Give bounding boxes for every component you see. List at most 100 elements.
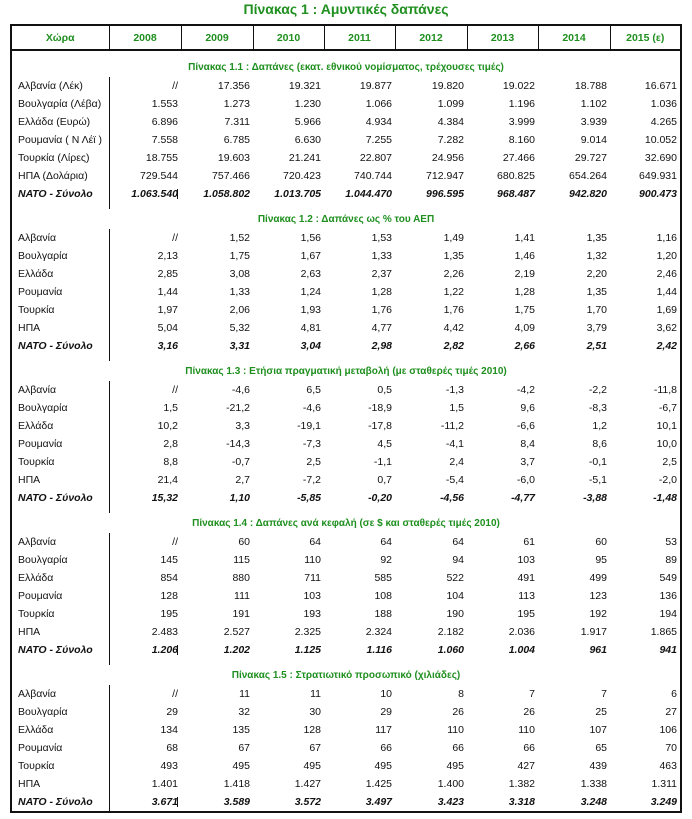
country-label: ΝΑΤΟ - Σύνολο bbox=[11, 489, 110, 507]
value-cell: 1.553 bbox=[151, 98, 178, 110]
value-cell: 4.934 bbox=[365, 116, 392, 128]
value-cell: 463 bbox=[659, 760, 677, 772]
value-cell: 188 bbox=[374, 608, 392, 620]
label-cell-gap bbox=[11, 355, 110, 361]
table-row: Αλβανία // 1,52 1,56 1,53 1,49 1,41 1,35 1,16 bbox=[11, 229, 681, 247]
value-cell: 64 bbox=[452, 536, 464, 548]
value-cell: 1.400 bbox=[437, 778, 464, 790]
value-cell: 1,35 bbox=[586, 232, 607, 244]
value-cell: 16.671 bbox=[644, 80, 677, 92]
table-row: Ρουμανία 1,44 1,33 1,24 1,28 1,22 1,28 1,35 1,44 bbox=[11, 283, 681, 301]
value-cell: 19.820 bbox=[431, 80, 464, 92]
value-cell: 585 bbox=[374, 572, 392, 584]
value-cell: 9.014 bbox=[580, 134, 607, 146]
value-cell: 654.264 bbox=[569, 170, 607, 182]
value-cell: -2,0 bbox=[658, 474, 677, 486]
table-row: Τουρκία (Λίρες) 18.755 19.603 21.241 22.807 2… bbox=[11, 149, 681, 167]
table-row: Αλβανία (Λέκ) // 17.356 19.321 19.877 19.820 1… bbox=[11, 77, 681, 95]
value-cell: 2,8 bbox=[163, 438, 178, 450]
value-cell: 191 bbox=[232, 608, 250, 620]
value-cell: -6,7 bbox=[658, 402, 677, 414]
value-cell: 2.527 bbox=[223, 626, 250, 638]
value-cell: -7,3 bbox=[302, 438, 321, 450]
label-cell-gap bbox=[11, 659, 110, 665]
value-cell: 4,5 bbox=[377, 438, 392, 450]
section-title: Πίνακας 1.4 : Δαπάνες ανά κεφαλή (σε $ κ… bbox=[192, 517, 500, 529]
value-cell: 1.206 bbox=[151, 644, 178, 656]
value-cell: 26 bbox=[452, 706, 464, 718]
value-cell: 961 bbox=[589, 644, 607, 656]
value-cell: 117 bbox=[375, 724, 392, 736]
value-cell: -4,2 bbox=[516, 384, 535, 396]
value-cell: 107 bbox=[589, 724, 607, 736]
header-year: 2014 bbox=[537, 24, 611, 51]
value-cell: 5,04 bbox=[157, 322, 178, 334]
value-cell: 720.423 bbox=[283, 170, 321, 182]
value-cell: 6,5 bbox=[306, 384, 321, 396]
value-cell: 1,28 bbox=[371, 286, 392, 298]
country-label: ΗΠΑ bbox=[11, 623, 110, 641]
value-cell: 757.466 bbox=[212, 170, 250, 182]
value-cell: 1.063.540 bbox=[131, 188, 178, 200]
value-cell: 1.099 bbox=[437, 98, 464, 110]
value-cell: 1,56 bbox=[300, 232, 321, 244]
value-cell: -1,1 bbox=[373, 456, 392, 468]
section-title-row: Πίνακας 1.5 : Στρατιωτικό προσωπικό (χιλ… bbox=[11, 665, 681, 685]
table-row: Ελλάδα (Ευρώ) 6.896 7.311 5.966 4.934 4.384 3.… bbox=[11, 113, 681, 131]
value-cell: 1,22 bbox=[443, 286, 464, 298]
value-cell: 1.102 bbox=[580, 98, 607, 110]
value-cell: 194 bbox=[659, 608, 677, 620]
header-country: Χώρα bbox=[10, 24, 110, 51]
value-cell: 942.820 bbox=[569, 188, 607, 200]
value-cell: 190 bbox=[446, 608, 464, 620]
value-cell: 89 bbox=[665, 554, 677, 566]
value-cell: 1.401 bbox=[151, 778, 178, 790]
country-label: ΝΑΤΟ - Σύνολο bbox=[11, 185, 110, 203]
value-cell: 103 bbox=[303, 590, 321, 602]
value-cell: 968.487 bbox=[497, 188, 535, 200]
value-cell: 70 bbox=[665, 742, 677, 754]
value-cell: 134 bbox=[160, 724, 178, 736]
value-cell: 7.558 bbox=[151, 134, 178, 146]
country-label: Τουρκία bbox=[11, 605, 110, 623]
value-cell: -7,2 bbox=[302, 474, 321, 486]
value-cell: 3.589 bbox=[177, 793, 253, 812]
value-cell: 495 bbox=[374, 760, 392, 772]
value-cell: 21,4 bbox=[157, 474, 178, 486]
value-cell: 60 bbox=[595, 536, 607, 548]
value-cell: 27 bbox=[665, 706, 677, 718]
total-row: ΝΑΤΟ - Σύνολο 1.206 1.202 1.125 1.116 1.060 1.… bbox=[11, 641, 681, 659]
value-cell: 3,3 bbox=[235, 420, 250, 432]
value-cell: 19.022 bbox=[502, 80, 535, 92]
value-cell: 2,98 bbox=[371, 340, 392, 352]
value-cell: 1.125 bbox=[294, 644, 321, 656]
value-cell: 2,06 bbox=[229, 304, 250, 316]
value-cell: 649.931 bbox=[639, 170, 677, 182]
value-cell: 4,42 bbox=[443, 322, 464, 334]
value-cell: 10.052 bbox=[644, 134, 677, 146]
value-cell: 1.060 bbox=[437, 644, 464, 656]
country-label: Τουρκία bbox=[11, 301, 110, 319]
section-title-row: Πίνακας 1.2 : Δαπάνες ως % του ΑΕΠ bbox=[11, 209, 681, 229]
value-cell: 1,76 bbox=[443, 304, 464, 316]
value-cell: 66 bbox=[523, 742, 535, 754]
value-cell: 1,69 bbox=[656, 304, 677, 316]
value-cell: 941 bbox=[659, 644, 677, 656]
value-cell: -19,1 bbox=[297, 420, 321, 432]
value-cell: 3,16 bbox=[157, 340, 178, 352]
value-cell: 1,2 bbox=[592, 420, 607, 432]
section-title: Πίνακας 1.1 : Δαπάνες (εκατ. εθνικού νομ… bbox=[188, 61, 504, 73]
value-cell: 5.966 bbox=[294, 116, 321, 128]
value-cell: 1,24 bbox=[300, 286, 321, 298]
value-cell: 3.423 bbox=[437, 796, 464, 808]
value-cell: -4,6 bbox=[231, 384, 250, 396]
value-cell: 110 bbox=[447, 724, 464, 736]
table-row: Τουρκία 1,97 2,06 1,93 1,76 1,76 1,75 1,70 1,69 bbox=[11, 301, 681, 319]
value-cell: 9,6 bbox=[520, 402, 535, 414]
value-cell: 60 bbox=[238, 536, 250, 548]
value-cell: 106 bbox=[659, 724, 677, 736]
country-label: Τουρκία bbox=[11, 757, 110, 775]
value-cell: 1.013.705 bbox=[274, 188, 321, 200]
value-cell: 1,93 bbox=[300, 304, 321, 316]
value-cell: 1,67 bbox=[300, 250, 321, 262]
